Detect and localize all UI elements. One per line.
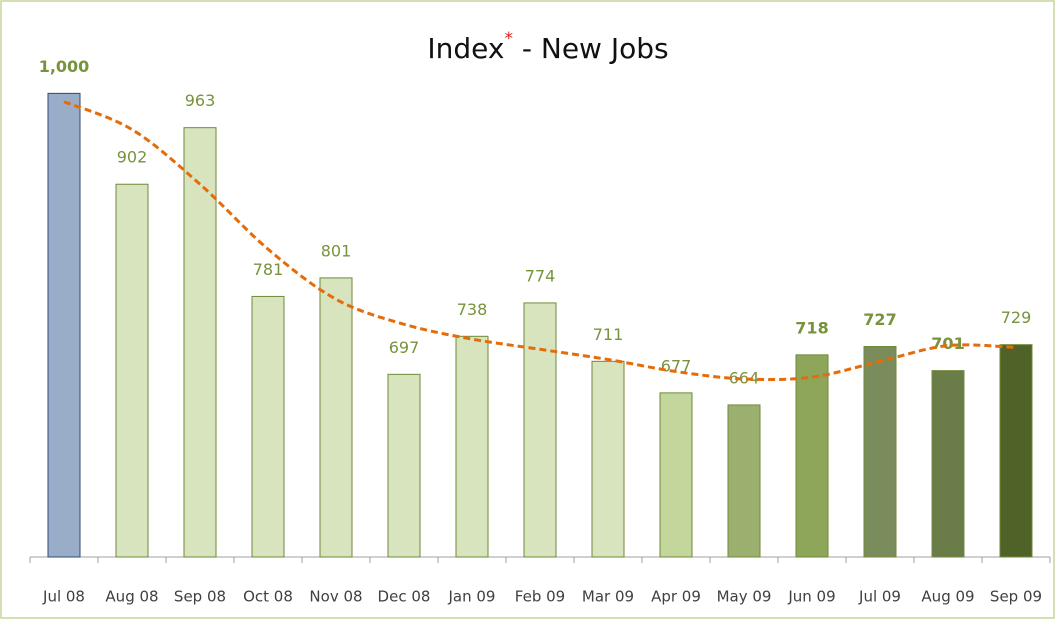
value-label: 1,000: [39, 57, 90, 76]
bar: [591, 360, 625, 558]
x-tick-label: Jul 08: [42, 588, 85, 606]
value-label: 963: [185, 91, 216, 110]
value-label: 729: [1001, 308, 1032, 327]
chart-title: Index* - New Jobs: [427, 29, 668, 65]
bar: [183, 127, 217, 558]
value-label: 664: [729, 368, 760, 387]
x-tick-label: Jan 09: [448, 588, 496, 606]
bar: [999, 344, 1033, 558]
value-label: 697: [389, 338, 420, 357]
bar: [931, 370, 965, 558]
bar: [251, 295, 285, 558]
value-label: 718: [795, 318, 828, 337]
value-label: 781: [253, 260, 284, 279]
value-label: 711: [593, 325, 624, 344]
bar: [795, 354, 829, 558]
x-tick-label: Feb 09: [515, 588, 565, 606]
bar: [727, 404, 761, 558]
x-tick-label: Nov 08: [309, 588, 362, 606]
title-asterisk: *: [504, 29, 513, 49]
bar: [47, 92, 81, 558]
x-tick-label: Jun 09: [787, 588, 835, 606]
x-tick-label: Oct 08: [243, 588, 293, 606]
x-tick-label: Aug 09: [921, 588, 974, 606]
title-text: - New Jobs: [513, 32, 669, 65]
x-tick-label: Apr 09: [651, 588, 701, 606]
value-label: 774: [525, 266, 556, 285]
bar: [455, 335, 489, 558]
value-label: 738: [457, 300, 488, 319]
x-tick-label: Mar 09: [582, 588, 634, 606]
x-tick-label: Sep 08: [174, 588, 226, 606]
bar: [659, 392, 693, 558]
title-text: Index: [427, 32, 504, 65]
trend-line: [63, 100, 1017, 382]
value-label: 801: [321, 241, 352, 260]
x-tick-label: Jul 09: [858, 588, 901, 606]
bar: [319, 277, 353, 558]
value-label: 902: [117, 148, 148, 167]
bar: [523, 302, 557, 558]
x-tick-label: Dec 08: [378, 588, 431, 606]
bar: [387, 373, 421, 558]
x-tick-label: May 09: [717, 588, 772, 606]
bar: [863, 346, 897, 558]
value-label: 701: [931, 334, 964, 353]
x-tick-label: Aug 08: [105, 588, 158, 606]
bar: [115, 183, 149, 558]
value-label: 677: [661, 356, 692, 375]
value-label: 727: [863, 310, 896, 329]
x-tick-label: Sep 09: [990, 588, 1042, 606]
